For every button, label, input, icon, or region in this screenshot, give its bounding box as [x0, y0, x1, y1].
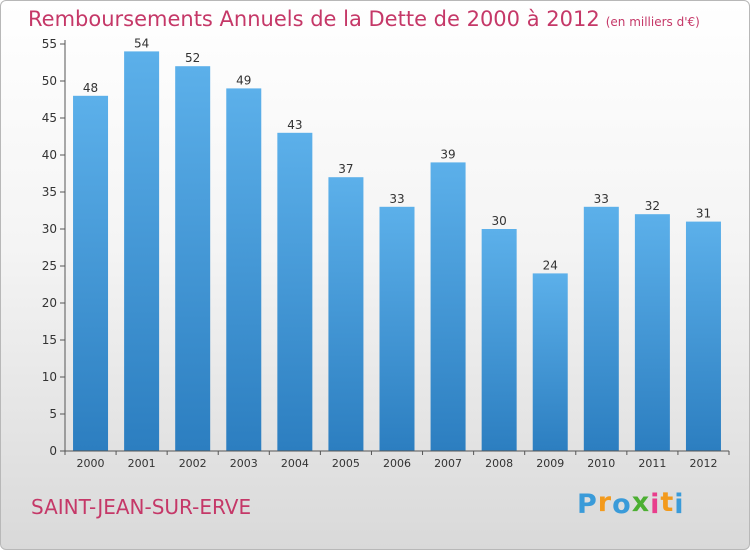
value-label-2007: 39 — [440, 147, 455, 161]
x-tick-label-2010: 2010 — [587, 457, 615, 470]
logo-letter: P — [577, 489, 598, 520]
y-tick-label-25: 25 — [42, 259, 57, 273]
proxiti-logo[interactable]: Proxiti — [577, 487, 685, 520]
value-label-2003: 49 — [236, 73, 251, 87]
chart-unit-label: (en milliers d'€) — [605, 15, 700, 29]
bar-2003 — [226, 88, 262, 452]
value-label-2002: 52 — [185, 51, 200, 65]
x-tick-label-2012: 2012 — [689, 457, 717, 470]
logo-letter: i — [674, 489, 685, 520]
y-tick-label-10: 10 — [42, 370, 57, 384]
bar-2004 — [277, 132, 313, 452]
logo-letter: i — [650, 489, 661, 520]
value-label-2000: 48 — [83, 81, 98, 95]
bar-2011 — [634, 214, 670, 451]
bar-2009 — [532, 273, 568, 451]
x-tick-label-2008: 2008 — [485, 457, 513, 470]
logo-letter: r — [597, 487, 613, 518]
bar-series: 48 54 52 49 43 37 33 39 30 24 33 32 31 — [73, 36, 721, 452]
bar-2005 — [328, 177, 364, 451]
logo-letter: t — [660, 487, 675, 518]
y-tick-label-30: 30 — [42, 222, 57, 236]
bar-2001 — [124, 51, 160, 452]
x-tick-label-2002: 2002 — [179, 457, 207, 470]
value-label-2009: 24 — [543, 258, 558, 272]
bar-2000 — [73, 95, 109, 452]
bar-2007 — [430, 162, 466, 451]
value-label-2001: 54 — [134, 36, 149, 50]
bar-2006 — [379, 206, 415, 451]
chart-title: Remboursements Annuels de la Dette de 20… — [28, 7, 700, 31]
y-tick-label-45: 45 — [42, 111, 57, 125]
axes: 2000 2001 2002 2003 2004 2005 2006 2007 2008 2009… — [42, 37, 730, 470]
y-tick-label-35: 35 — [42, 185, 57, 199]
chart-title-text: Remboursements Annuels de la Dette de 20… — [28, 7, 600, 31]
bar-2010 — [583, 206, 619, 451]
x-tick-label-2011: 2011 — [638, 457, 666, 470]
x-tick-label-2005: 2005 — [332, 457, 360, 470]
value-label-2004: 43 — [287, 118, 302, 132]
x-tick-label-2003: 2003 — [230, 457, 258, 470]
x-tick-label-2006: 2006 — [383, 457, 411, 470]
y-tick-label-20: 20 — [42, 296, 57, 310]
x-tick-label-2001: 2001 — [128, 457, 156, 470]
bar-2012 — [685, 221, 721, 451]
x-tick-label-2000: 2000 — [77, 457, 105, 470]
value-label-2011: 32 — [645, 199, 660, 213]
x-tick-label-2004: 2004 — [281, 457, 309, 470]
value-label-2012: 31 — [696, 207, 711, 221]
y-tick-label-0: 0 — [49, 444, 57, 458]
x-tick-label-2009: 2009 — [536, 457, 564, 470]
value-label-2008: 30 — [492, 214, 507, 228]
bar-2002 — [175, 66, 211, 451]
logo-letter: o — [612, 489, 632, 520]
y-tick-label-15: 15 — [42, 333, 57, 347]
y-tick-label-50: 50 — [42, 74, 57, 88]
y-tick-label-55: 55 — [42, 37, 57, 51]
value-label-2005: 37 — [338, 162, 353, 176]
bar-2008 — [481, 229, 517, 451]
logo-letter: x — [631, 487, 651, 518]
value-label-2006: 33 — [389, 192, 404, 206]
x-tick-label-2007: 2007 — [434, 457, 462, 470]
y-tick-label-40: 40 — [42, 148, 57, 162]
value-label-2010: 33 — [594, 192, 609, 206]
commune-name: SAINT-JEAN-SUR-ERVE — [31, 495, 252, 519]
y-tick-label-5: 5 — [49, 407, 57, 421]
